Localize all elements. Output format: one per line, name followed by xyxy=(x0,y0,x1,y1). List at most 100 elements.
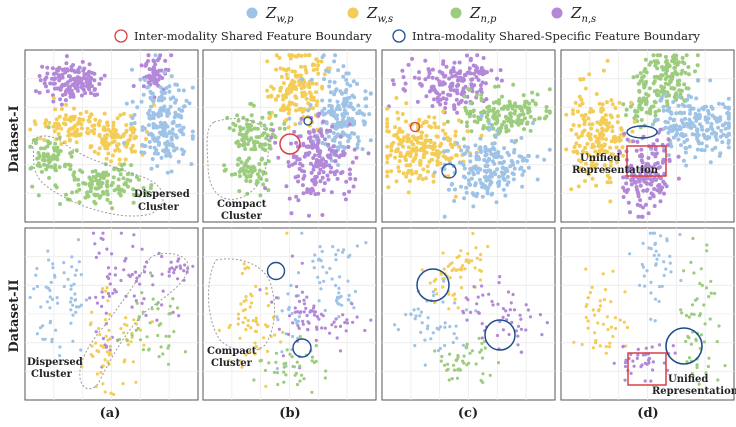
scatter-point-zns xyxy=(350,302,354,306)
scatter-point-zwp xyxy=(454,324,458,328)
scatter-point-znp xyxy=(683,70,688,75)
scatter-point-zns xyxy=(628,210,632,215)
scatter-point-zws xyxy=(243,316,247,320)
scatter-point-zwp xyxy=(718,134,723,139)
scatter-point-zns xyxy=(68,94,73,99)
scatter-point-zwp xyxy=(419,310,423,314)
scatter-point-zws xyxy=(424,176,428,181)
scatter-point-znp xyxy=(474,93,479,98)
intra-boundary-circle-b1 xyxy=(303,116,313,126)
scatter-point-zws xyxy=(110,153,115,158)
scatter-point-znp xyxy=(171,297,175,301)
scatter-point-zws xyxy=(111,120,116,125)
scatter-point-zns xyxy=(292,129,297,134)
scatter-point-zwp xyxy=(525,158,529,163)
scatter-point-znp xyxy=(653,110,658,114)
scatter-point-zws xyxy=(244,328,248,332)
scatter-point-znp xyxy=(276,382,280,387)
scatter-point-zns xyxy=(305,295,309,299)
scatter-point-zwp xyxy=(666,153,671,158)
scatter-point-zwp xyxy=(328,266,332,271)
scatter-point-zws xyxy=(115,116,120,121)
scatter-point-zwp xyxy=(487,127,492,132)
scatter-point-znp xyxy=(247,126,252,131)
scatter-point-zwp xyxy=(151,116,156,121)
scatter-point-zns xyxy=(504,309,508,313)
scatter-point-zwp xyxy=(628,252,632,256)
scatter-point-zws xyxy=(584,169,589,174)
scatter-point-znp xyxy=(237,169,242,174)
scatter-point-zns xyxy=(617,149,622,154)
scatter-point-zns xyxy=(143,63,148,68)
scatter-point-zws xyxy=(405,139,410,144)
scatter-point-znp xyxy=(699,267,703,271)
scatter-point-znp xyxy=(298,335,302,339)
scatter-point-znp xyxy=(464,120,469,125)
scatter-point-znp xyxy=(245,142,250,147)
scatter-point-zws xyxy=(87,119,92,124)
scatter-point-zns xyxy=(141,84,146,89)
scatter-point-zws xyxy=(64,113,68,118)
scatter-point-zwp xyxy=(333,53,338,58)
scatter-point-zwp xyxy=(162,131,167,135)
scatter-point-zwp xyxy=(683,150,688,155)
scatter-point-zns xyxy=(496,302,500,306)
scatter-point-zws xyxy=(249,301,254,305)
scatter-point-zws xyxy=(608,199,613,204)
scatter-point-zws xyxy=(428,140,433,144)
scatter-point-zwp xyxy=(495,128,500,133)
scatter-point-zns xyxy=(160,272,164,276)
scatter-point-zwp xyxy=(180,108,185,113)
scatter-point-znp xyxy=(245,191,250,196)
scatter-point-znp xyxy=(511,82,516,87)
scatter-point-zws xyxy=(51,96,56,101)
scatter-point-zns xyxy=(160,76,165,80)
scatter-point-znp xyxy=(244,131,249,136)
scatter-point-zns xyxy=(341,313,345,317)
scatter-point-znp xyxy=(462,361,466,365)
scatter-point-zns xyxy=(297,299,302,303)
scatter-point-zwp xyxy=(416,307,420,311)
scatter-point-zns xyxy=(651,194,656,199)
scatter-point-zns xyxy=(633,179,638,184)
scatter-point-zwp xyxy=(466,171,471,176)
scatter-point-zns xyxy=(658,176,663,181)
scatter-point-zws xyxy=(385,156,390,160)
scatter-point-zwp xyxy=(336,248,340,252)
scatter-point-zws xyxy=(466,252,470,256)
scatter-point-zns xyxy=(76,77,81,82)
scatter-point-zns xyxy=(423,77,428,82)
scatter-point-znp xyxy=(67,197,72,202)
scatter-point-znp xyxy=(130,333,134,337)
scatter-point-zns xyxy=(90,84,94,89)
scatter-point-zwp xyxy=(522,156,527,161)
scatter-point-zns xyxy=(163,58,168,63)
scatter-point-zns xyxy=(179,266,183,270)
scatter-point-zns xyxy=(103,343,107,347)
scatter-point-zwp xyxy=(347,135,352,140)
scatter-point-zns xyxy=(348,176,353,181)
scatter-point-zws xyxy=(266,304,271,308)
scatter-point-zwp xyxy=(520,172,525,177)
scatter-point-zns xyxy=(332,172,337,177)
scatter-point-znp xyxy=(94,186,99,191)
scatter-point-zwp xyxy=(685,97,690,102)
scatter-point-zns xyxy=(635,187,639,192)
scatter-point-zns xyxy=(344,329,348,333)
scatter-point-zwp xyxy=(320,98,325,103)
scatter-point-zws xyxy=(253,329,257,333)
scatter-point-zns xyxy=(403,81,408,86)
scatter-point-znp xyxy=(242,163,247,168)
scatter-point-zns xyxy=(306,144,311,149)
scatter-point-zwp xyxy=(693,111,698,116)
scatter-point-zwp xyxy=(159,155,164,160)
scatter-point-zws xyxy=(593,149,598,154)
scatter-point-zns xyxy=(114,266,118,270)
scatter-point-zwp xyxy=(71,303,75,307)
scatter-point-znp xyxy=(183,350,187,354)
intra-boundary-circle-c2a xyxy=(416,268,450,302)
scatter-point-znp xyxy=(690,372,694,376)
scatter-point-znp xyxy=(229,172,234,177)
scatter-point-zwp xyxy=(649,317,653,321)
scatter-point-zns xyxy=(42,81,47,86)
